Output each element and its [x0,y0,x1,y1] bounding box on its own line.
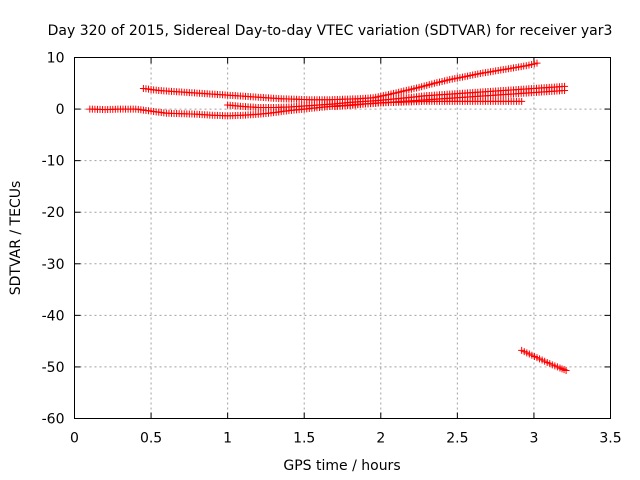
y-tick-label: -50 [42,360,65,376]
y-tick-label: 0 [56,102,65,118]
data-points [86,59,570,375]
data-point [518,97,526,105]
data-point [561,87,569,95]
y-tick-label: -30 [42,257,65,273]
x-tick-label: 1.5 [293,431,315,447]
plot-frame [74,57,611,419]
x-tick-label: 2 [376,431,385,447]
data-point [533,59,541,67]
y-tick-label: -20 [42,205,65,221]
x-tick-label: 1 [223,431,232,447]
y-tick-label: -10 [42,154,65,170]
x-axis-label: GPS time / hours [283,458,400,474]
y-axis-label: SDTVAR / TECUs [8,181,24,296]
y-tick-label: -40 [42,308,65,324]
y-tick-label: 10 [47,51,65,67]
x-tick-label: 2.5 [446,431,468,447]
chart-title: Day 320 of 2015, Sidereal Day-to-day VTE… [48,23,613,39]
axis-ticks: 0 0.5 1 1.5 2 2.5 3 3.5 10 0 -10 -20 -30 -40 -50 -60 [42,51,622,447]
x-tick-label: 0 [70,431,79,447]
x-tick-label: 3 [529,431,538,447]
y-tick-label: -60 [42,412,65,428]
x-tick-label: 3.5 [599,431,621,447]
x-tick-label: 0.5 [140,431,162,447]
data-point [562,367,570,375]
